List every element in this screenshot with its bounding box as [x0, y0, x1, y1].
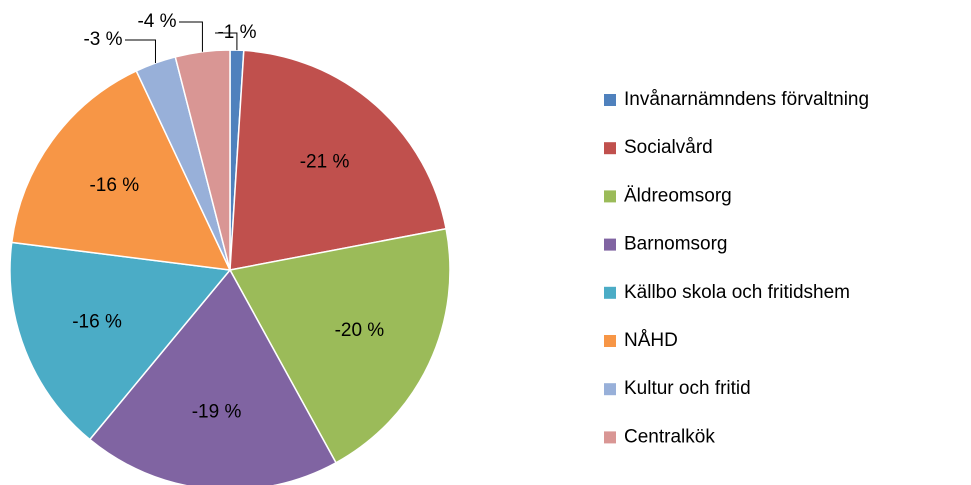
legend-swatch [604, 142, 616, 155]
pie-slice [9, 241, 232, 441]
legend-label: Barnomsorg [624, 234, 728, 255]
legend-swatch [604, 238, 616, 251]
pie-slice [174, 49, 231, 271]
legend-label: Invånarnämndens förvaltning [624, 89, 869, 110]
data-label: -19 % [192, 401, 242, 422]
pie-slice [228, 227, 451, 464]
pie-slice [10, 69, 232, 271]
data-label: -20 % [335, 320, 385, 341]
legend-swatch [604, 335, 616, 347]
legend-swatch [604, 190, 616, 203]
leader-line [179, 21, 203, 52]
data-label: -21 % [300, 152, 350, 173]
pie-slice [88, 268, 338, 485]
legend-swatch [604, 286, 616, 299]
leader-line [125, 39, 156, 64]
data-label: -16 % [89, 175, 139, 196]
legend-label: Kultur och fritid [624, 378, 751, 399]
legend-swatch [604, 94, 616, 106]
legend-swatch [604, 383, 616, 396]
leader-line [215, 32, 238, 51]
data-label: -1 % [217, 22, 256, 43]
legend-label: Centralkök [624, 426, 715, 447]
pie-slice [229, 49, 447, 271]
legend-label: Socialvård [624, 137, 713, 158]
data-label: -16 % [72, 312, 122, 333]
data-label: -4 % [137, 11, 176, 32]
legend-label: Äldreomsorg [624, 185, 732, 206]
legend-label: Källbo skola och fritidshem [624, 282, 850, 303]
legend-swatch [604, 431, 616, 444]
data-label: -3 % [83, 29, 122, 50]
legend-label: NÅHD [624, 330, 678, 351]
